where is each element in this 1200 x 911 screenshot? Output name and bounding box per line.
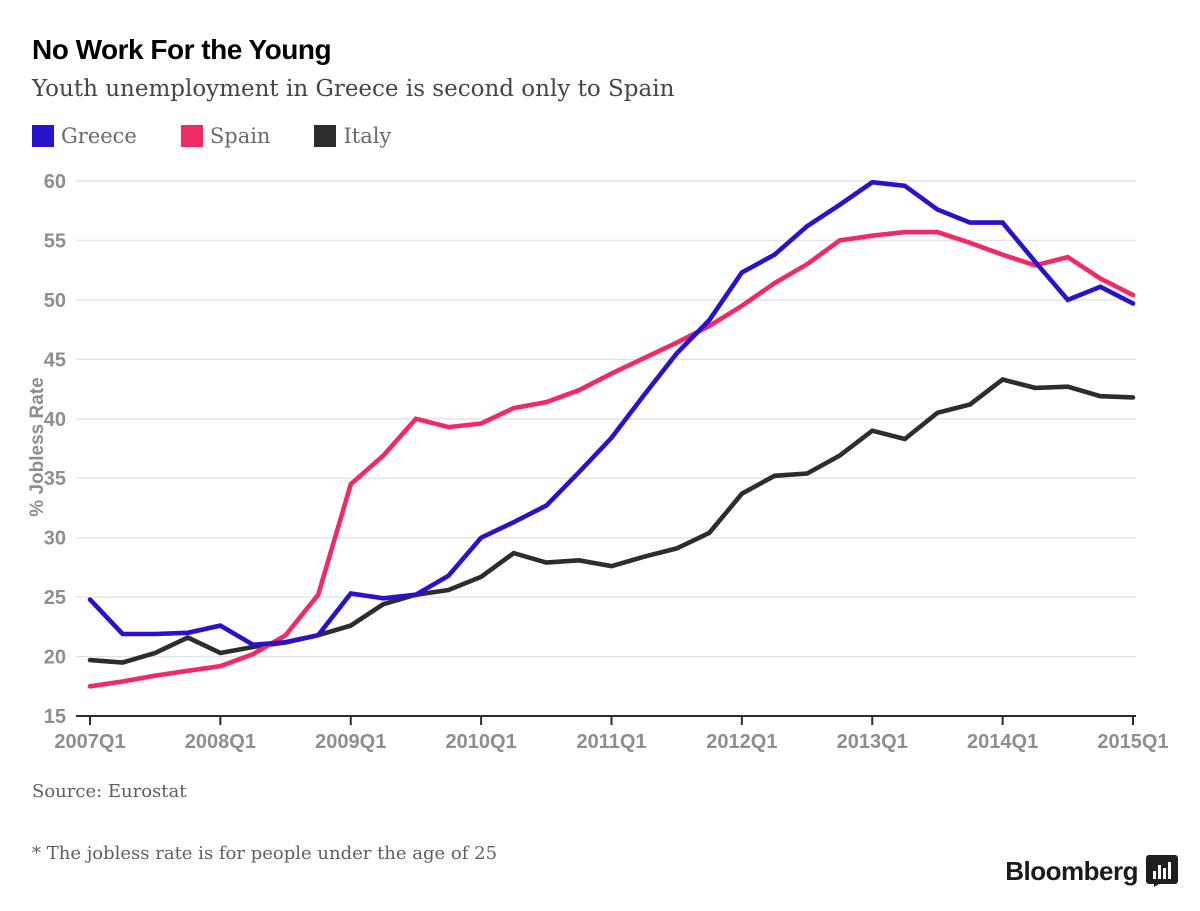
x-tick-label-2015Q1: 2015Q1 [1097,731,1168,753]
x-tick-label-2012Q1: 2012Q1 [706,731,777,753]
y-tick-label-45: 45 [44,349,66,371]
bloomberg-wordmark: Bloomberg [1005,855,1138,886]
spain-color-swatch [180,125,203,147]
y-tick-label-50: 50 [44,290,66,312]
x-tick-label-2011Q1: 2011Q1 [576,731,646,753]
footnote: * The jobless rate is for people under t… [32,843,498,864]
bar-chart-badge-icon [1146,855,1178,887]
y-tick-label-25: 25 [44,587,66,609]
legend-label-italy: Italy [343,124,392,148]
italy-color-swatch [314,125,337,147]
bloomberg-branding: Bloomberg [1005,855,1178,887]
x-tick-label-2009Q1: 2009Q1 [315,731,386,753]
legend: Greece Spain Italy [32,124,435,148]
page-title: No Work For the Young [32,34,332,65]
y-tick-label-15: 15 [44,706,66,728]
x-tick-label-2007Q1: 2007Q1 [54,731,125,753]
legend-item-greece: Greece [32,124,137,148]
y-tick-label-55: 55 [44,230,66,252]
x-tick-label-2008Q1: 2008Q1 [185,731,256,753]
page-subtitle: Youth unemployment in Greece is second o… [32,76,675,102]
line-greece [87,179,1136,648]
y-tick-label-40: 40 [44,409,66,431]
line-italy [87,376,1136,665]
y-tick-label-60: 60 [44,171,66,193]
source-note: Source: Eurostat [32,781,187,802]
legend-item-spain: Spain [180,124,271,148]
y-tick-label-30: 30 [44,528,66,550]
line-spain [87,229,1136,689]
greece-color-swatch [32,125,54,147]
legend-label-greece: Greece [61,124,137,148]
y-tick-label-20: 20 [44,647,66,669]
x-tick-label-2010Q1: 2010Q1 [446,731,517,753]
x-tick-label-2014Q1: 2014Q1 [967,731,1038,753]
legend-item-italy: Italy [314,124,391,148]
legend-label-spain: Spain [209,124,271,148]
y-tick-label-35: 35 [44,468,66,490]
x-tick-label-2013Q1: 2013Q1 [837,731,908,753]
